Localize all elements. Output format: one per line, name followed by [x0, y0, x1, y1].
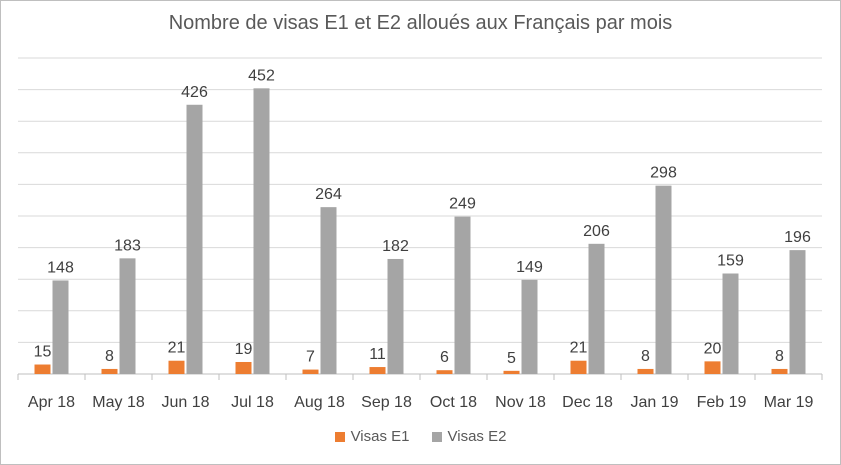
data-label-e1: 11: [369, 346, 386, 363]
bar-visas-e1: [570, 360, 587, 374]
x-axis-category-label: Oct 18: [430, 394, 477, 411]
bar-visas-e1: [503, 370, 520, 374]
x-axis-category-label: Feb 19: [697, 394, 747, 411]
data-label-e1: 7: [306, 349, 315, 366]
data-label-e2: 452: [248, 67, 275, 84]
x-axis-category-label: Jul 18: [231, 394, 274, 411]
data-label-e1: 8: [105, 348, 114, 365]
data-label-e1: 19: [235, 341, 253, 358]
data-label-e1: 8: [775, 348, 784, 365]
bar-visas-e2: [655, 185, 672, 374]
data-label-e1: 15: [34, 344, 52, 361]
bar-visas-e2: [119, 258, 136, 374]
bar-visas-e1: [436, 370, 453, 374]
bar-visas-e1: [704, 361, 721, 374]
data-label-e2: 249: [449, 196, 476, 213]
bar-visas-e1: [168, 360, 185, 374]
chart-title: Nombre de visas E1 et E2 alloués aux Fra…: [168, 12, 673, 34]
bar-visas-e2: [722, 273, 739, 374]
bar-visas-e2: [588, 243, 605, 374]
data-label-e2: 264: [315, 186, 342, 203]
x-axis-category-label: Apr 18: [28, 394, 75, 411]
legend-swatch-e2: [431, 431, 442, 442]
x-axis-category-label: Dec 18: [562, 394, 613, 411]
bar-visas-e1: [235, 361, 252, 374]
bar-visas-e1: [369, 367, 386, 374]
bar-visas-e2: [253, 88, 270, 374]
data-label-e2: 148: [47, 259, 74, 276]
data-label-e1: 5: [507, 350, 516, 367]
legend-label-e1: Visas E1: [350, 428, 410, 445]
data-label-e2: 149: [516, 259, 543, 276]
x-axis-category-label: Mar 19: [764, 394, 814, 411]
data-label-e2: 196: [784, 229, 811, 246]
legend-swatch-e1: [334, 431, 345, 442]
data-label-e2: 206: [583, 223, 610, 240]
bar-visas-e2: [387, 258, 404, 374]
legend-item-e1: Visas E1: [334, 428, 410, 445]
legend: Visas E1 Visas E2: [0, 428, 841, 445]
x-axis-category-label: Nov 18: [495, 394, 546, 411]
bar-visas-e2: [789, 250, 806, 374]
bar-visas-e2: [454, 216, 471, 374]
bar-visas-e1: [637, 368, 654, 374]
x-axis-category-label: Aug 18: [294, 394, 345, 411]
x-axis-category-label: Jan 19: [630, 394, 678, 411]
x-axis-category-label: May 18: [92, 394, 145, 411]
data-label-e1: 21: [168, 340, 186, 357]
bar-visas-e1: [302, 369, 319, 374]
bar-visas-e2: [320, 207, 337, 374]
bar-visas-e2: [521, 279, 538, 374]
x-axis-category-label: Sep 18: [361, 394, 412, 411]
bar-visas-e1: [34, 364, 51, 374]
bar-visas-e1: [771, 368, 788, 374]
bar-visas-e2: [186, 104, 203, 374]
bar-visas-e2: [52, 280, 69, 374]
data-label-e2: 426: [181, 84, 208, 101]
x-axis-category-label: Jun 18: [161, 394, 209, 411]
data-label-e1: 21: [570, 340, 588, 357]
data-label-e2: 298: [650, 165, 677, 182]
legend-item-e2: Visas E2: [431, 428, 507, 445]
data-label-e2: 183: [114, 237, 141, 254]
data-label-e1: 6: [440, 349, 449, 366]
data-label-e1: 8: [641, 348, 650, 365]
legend-label-e2: Visas E2: [447, 428, 507, 445]
data-label-e1: 20: [704, 340, 722, 357]
data-label-e2: 159: [717, 253, 744, 270]
bar-visas-e1: [101, 368, 118, 374]
data-label-e2: 182: [382, 238, 409, 255]
